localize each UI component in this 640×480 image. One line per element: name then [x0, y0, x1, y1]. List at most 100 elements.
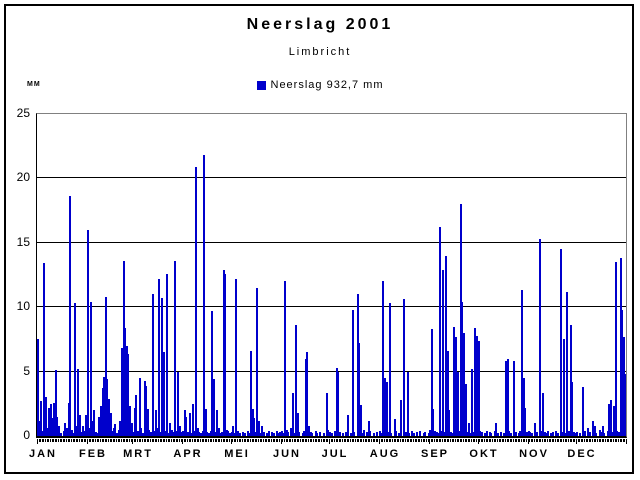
day-tick: [597, 439, 598, 442]
precip-bar: [64, 423, 66, 436]
precip-bar: [140, 428, 142, 436]
day-tick: [455, 439, 456, 442]
precip-bar: [177, 372, 179, 436]
day-tick: [557, 439, 558, 442]
day-tick: [74, 439, 75, 442]
precip-bar: [526, 432, 528, 436]
precip-bar: [150, 432, 152, 436]
day-tick: [313, 439, 314, 442]
day-tick: [373, 439, 374, 442]
y-tick-label-0: 0: [23, 428, 30, 442]
precip-bar: [273, 433, 275, 436]
precip-bar: [363, 430, 365, 436]
precip-bar: [523, 378, 525, 436]
day-tick: [168, 439, 169, 442]
chart-title: Neerslag 2001: [246, 16, 394, 33]
precip-bar: [95, 432, 97, 436]
precip-bar: [345, 432, 347, 436]
day-tick: [568, 439, 569, 442]
day-tick: [553, 439, 554, 442]
precip-bar: [379, 431, 381, 436]
precip-bar: [292, 393, 294, 436]
day-tick: [357, 439, 358, 442]
precip-bar: [221, 432, 223, 436]
precip-bar: [400, 400, 402, 436]
day-tick: [190, 439, 191, 442]
day-tick: [511, 439, 512, 442]
day-tick: [521, 439, 522, 442]
day-tick: [164, 439, 165, 442]
precip-bar: [50, 404, 52, 436]
precip-bar: [271, 432, 273, 436]
day-tick: [202, 439, 203, 442]
precip-bar: [282, 433, 284, 436]
day-tick: [315, 439, 316, 442]
day-tick: [489, 439, 490, 442]
precip-bar: [152, 294, 154, 436]
day-tick: [208, 439, 209, 442]
day-tick: [457, 439, 458, 442]
day-tick: [448, 439, 449, 442]
day-tick: [440, 439, 441, 442]
precip-bar: [106, 379, 108, 436]
day-tick: [570, 439, 571, 442]
day-tick: [466, 439, 467, 442]
precip-bar: [90, 302, 92, 436]
precip-bar: [103, 377, 105, 436]
precip-bar: [266, 433, 268, 436]
day-tick: [334, 439, 335, 442]
day-tick: [221, 439, 222, 442]
precip-bar: [239, 433, 241, 436]
precip-bar: [603, 433, 605, 436]
month-label-jul: JUL: [321, 448, 349, 460]
precip-bar: [610, 400, 612, 436]
precip-bar: [164, 431, 166, 436]
day-tick: [69, 439, 70, 442]
day-tick: [413, 439, 414, 442]
precip-bar: [602, 426, 604, 436]
precip-bar: [256, 288, 258, 436]
precip-bar: [40, 401, 42, 436]
day-tick: [176, 439, 177, 442]
day-tick: [534, 439, 535, 442]
day-tick: [360, 439, 361, 442]
day-tick: [318, 439, 319, 442]
precip-bar: [98, 417, 100, 436]
day-tick: [549, 439, 550, 442]
precip-bar: [242, 432, 244, 436]
precip-bar: [589, 432, 591, 436]
day-tick: [321, 439, 322, 442]
day-tick: [73, 439, 74, 442]
precip-bar: [308, 426, 310, 436]
day-tick: [447, 439, 448, 442]
day-tick: [337, 439, 338, 442]
day-tick: [358, 439, 359, 442]
day-tick: [181, 439, 182, 442]
day-tick: [331, 439, 332, 442]
precip-bar: [366, 432, 368, 436]
precip-bar: [235, 279, 237, 436]
day-tick: [400, 439, 401, 442]
precip-bar: [542, 393, 544, 436]
precip-bar: [77, 369, 79, 436]
precip-bar: [329, 432, 331, 436]
day-tick: [103, 439, 104, 442]
precip-bar: [60, 433, 62, 436]
precip-bar: [303, 431, 305, 436]
day-tick: [68, 439, 69, 442]
day-tick: [547, 439, 548, 442]
day-tick: [113, 439, 114, 442]
day-tick: [397, 439, 398, 442]
day-tick: [608, 439, 609, 442]
day-tick: [573, 439, 574, 442]
precip-bar: [571, 382, 573, 436]
day-tick: [516, 439, 517, 442]
day-tick: [368, 439, 369, 442]
day-tick: [571, 439, 572, 442]
precip-bar: [161, 298, 163, 436]
precip-bar: [361, 433, 363, 436]
precip-bar: [53, 403, 55, 436]
precip-bar: [579, 433, 581, 436]
day-tick: [478, 439, 479, 444]
day-tick: [163, 439, 164, 442]
